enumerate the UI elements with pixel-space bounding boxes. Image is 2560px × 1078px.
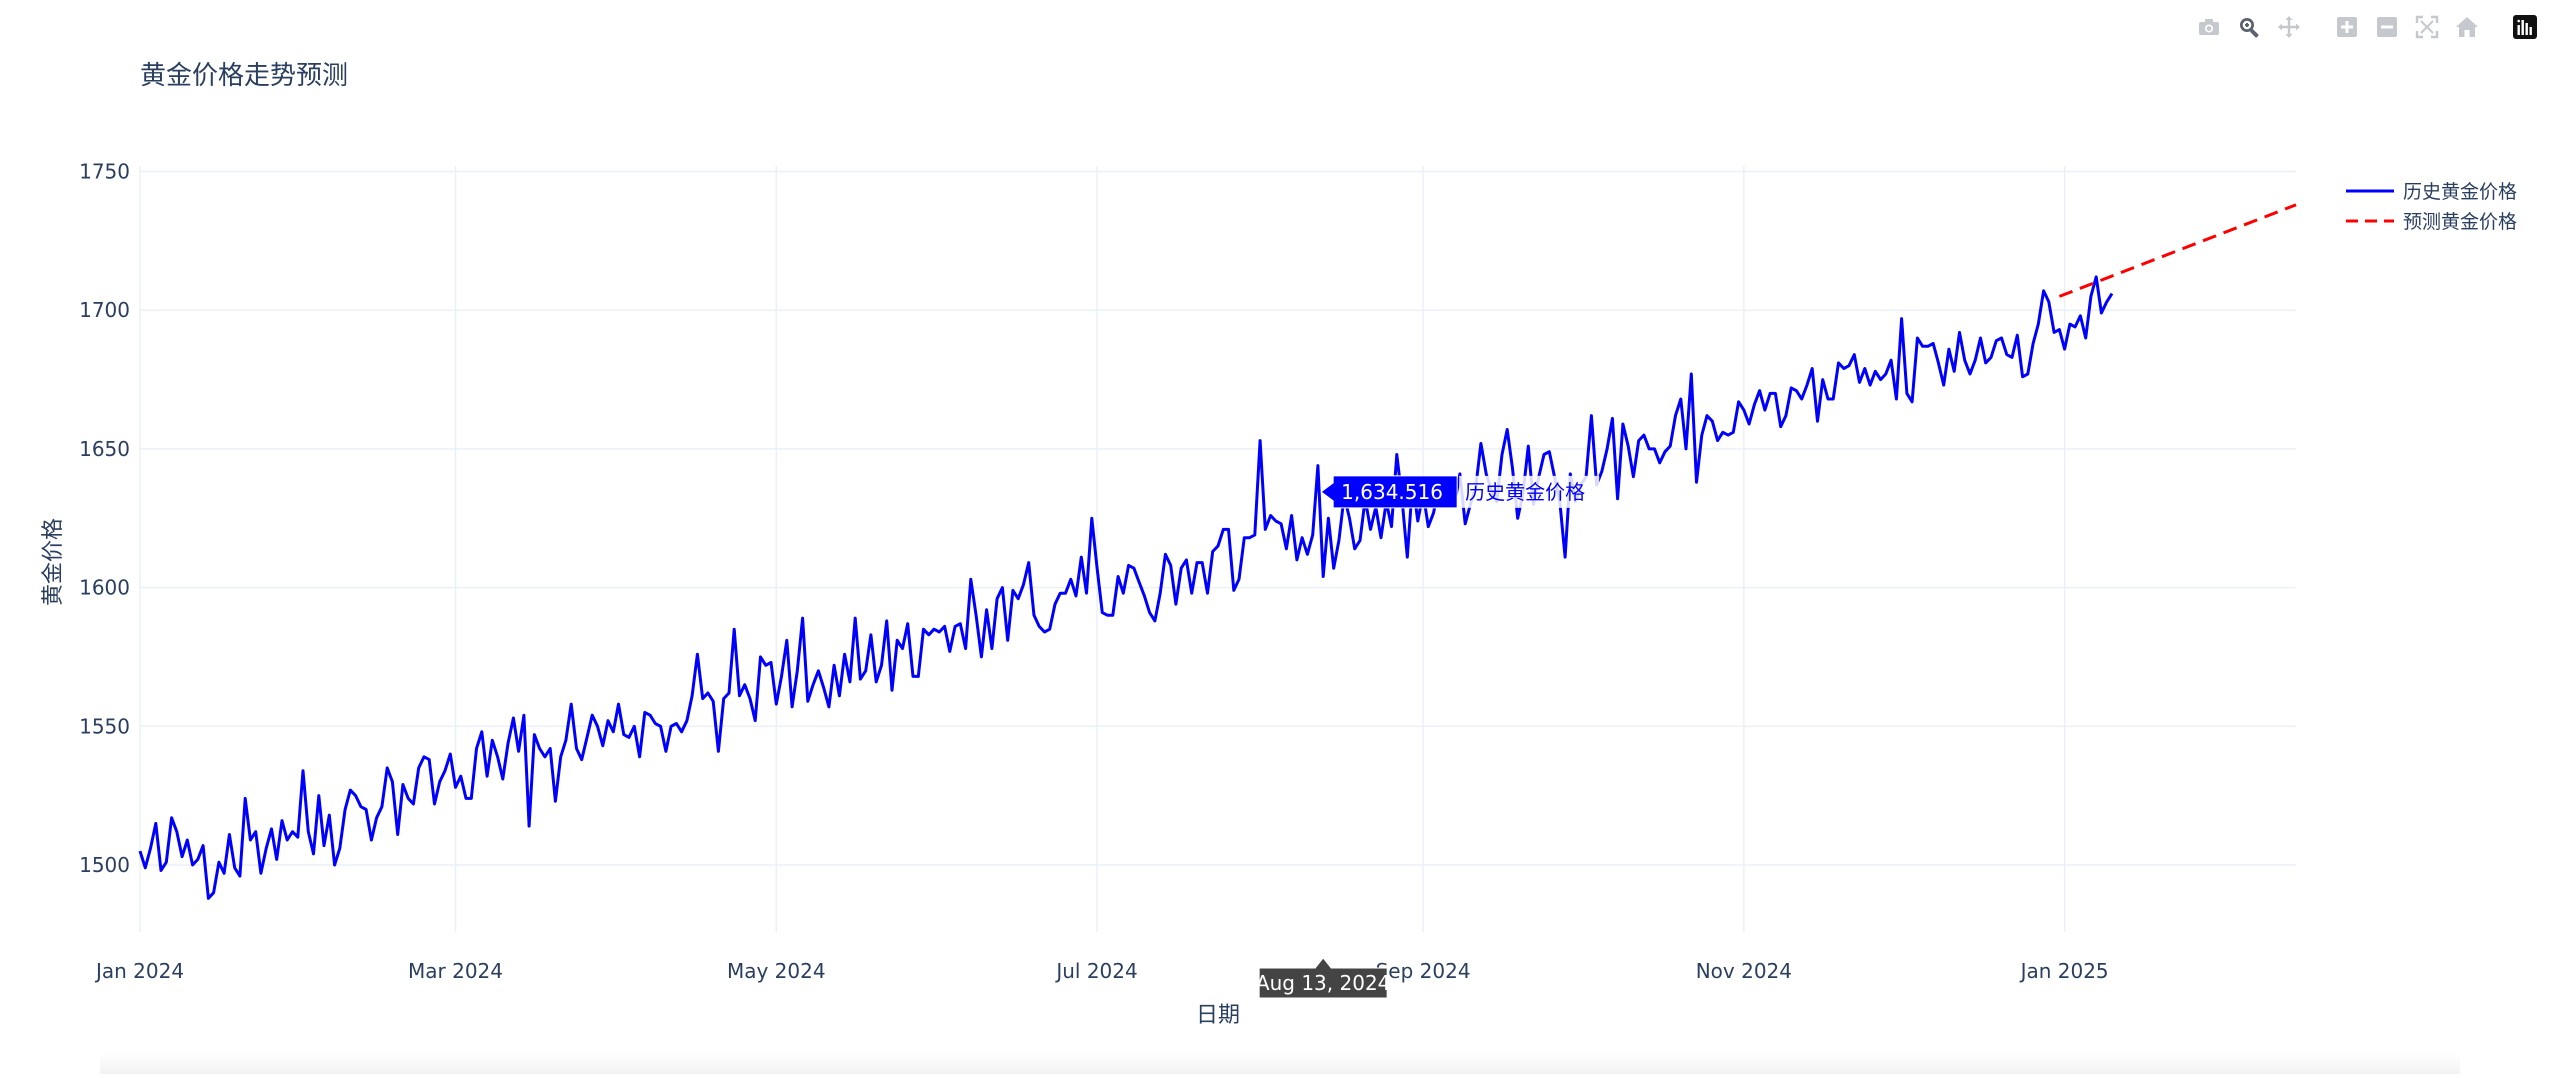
- y-tick-label: 1650: [79, 437, 130, 461]
- x-axis-title: 日期: [1196, 1003, 1240, 1028]
- y-tick-label: 1750: [79, 160, 130, 184]
- legend-item-label[interactable]: 历史黄金价格: [2403, 181, 2517, 203]
- y-tick-label: 1600: [79, 576, 130, 600]
- camera-icon: [2197, 15, 2221, 39]
- zoom-button[interactable]: [2232, 12, 2266, 42]
- hover-value-label: 1,634.516: [1341, 480, 1443, 504]
- autoscale-icon: [2415, 15, 2439, 39]
- hover-value-box: [1320, 475, 1458, 509]
- y-tick-label: 1700: [79, 298, 130, 322]
- modebar: [2192, 12, 2542, 42]
- x-tick-label: Jul 2024: [1054, 959, 1137, 983]
- legend-item-label[interactable]: 预测黄金价格: [2403, 211, 2517, 233]
- y-tick-label: 1500: [79, 853, 130, 877]
- bottom-shade: [100, 1052, 2460, 1074]
- plotly-logo-icon: [2513, 15, 2537, 39]
- axis-layer: 1500 1550 1600 1650 1700 1750 Jan 2024 Mar 2024…: [79, 160, 2109, 983]
- chart-title: 黄金价格走势预测: [140, 61, 348, 91]
- zoom-icon: [2237, 15, 2261, 39]
- series-line-forecast: [2058, 203, 2297, 298]
- camera-button[interactable]: [2192, 12, 2226, 42]
- home-button[interactable]: [2450, 12, 2484, 42]
- hover-date-box: [1258, 957, 1388, 999]
- x-tick-label: Sep 2024: [1376, 959, 1471, 983]
- grid-layer: [139, 166, 2296, 932]
- y-axis-title: 黄金价格: [41, 518, 66, 606]
- plotly-logo-button[interactable]: [2508, 12, 2542, 42]
- hover-series-label: 历史黄金价格: [1465, 480, 1585, 504]
- y-tick-label: 1550: [79, 714, 130, 738]
- x-tick-label: Mar 2024: [408, 959, 503, 983]
- pan-icon: [2277, 15, 2301, 39]
- series-line-historical: [138, 275, 2114, 900]
- x-tick-label: Jan 2024: [94, 959, 184, 983]
- zoom-in-button[interactable]: [2330, 12, 2364, 42]
- x-tick-label: Jan 2025: [2019, 959, 2109, 983]
- pan-button[interactable]: [2272, 12, 2306, 42]
- x-tick-label: Nov 2024: [1696, 959, 1792, 983]
- autoscale-button[interactable]: [2410, 12, 2444, 42]
- hover-date-label: Aug 13, 2024: [1256, 971, 1390, 995]
- zoom-out-button[interactable]: [2370, 12, 2404, 42]
- series-layer: [138, 203, 2297, 900]
- x-tick-label: May 2024: [727, 959, 826, 983]
- hover-layer: 1,634.516 历史黄金价格 Aug 13, 2024: [1256, 475, 1600, 999]
- zoom-out-icon: [2375, 15, 2399, 39]
- hover-series-bg: [1459, 475, 1600, 508]
- home-icon: [2455, 15, 2479, 39]
- zoom-in-icon: [2335, 15, 2359, 39]
